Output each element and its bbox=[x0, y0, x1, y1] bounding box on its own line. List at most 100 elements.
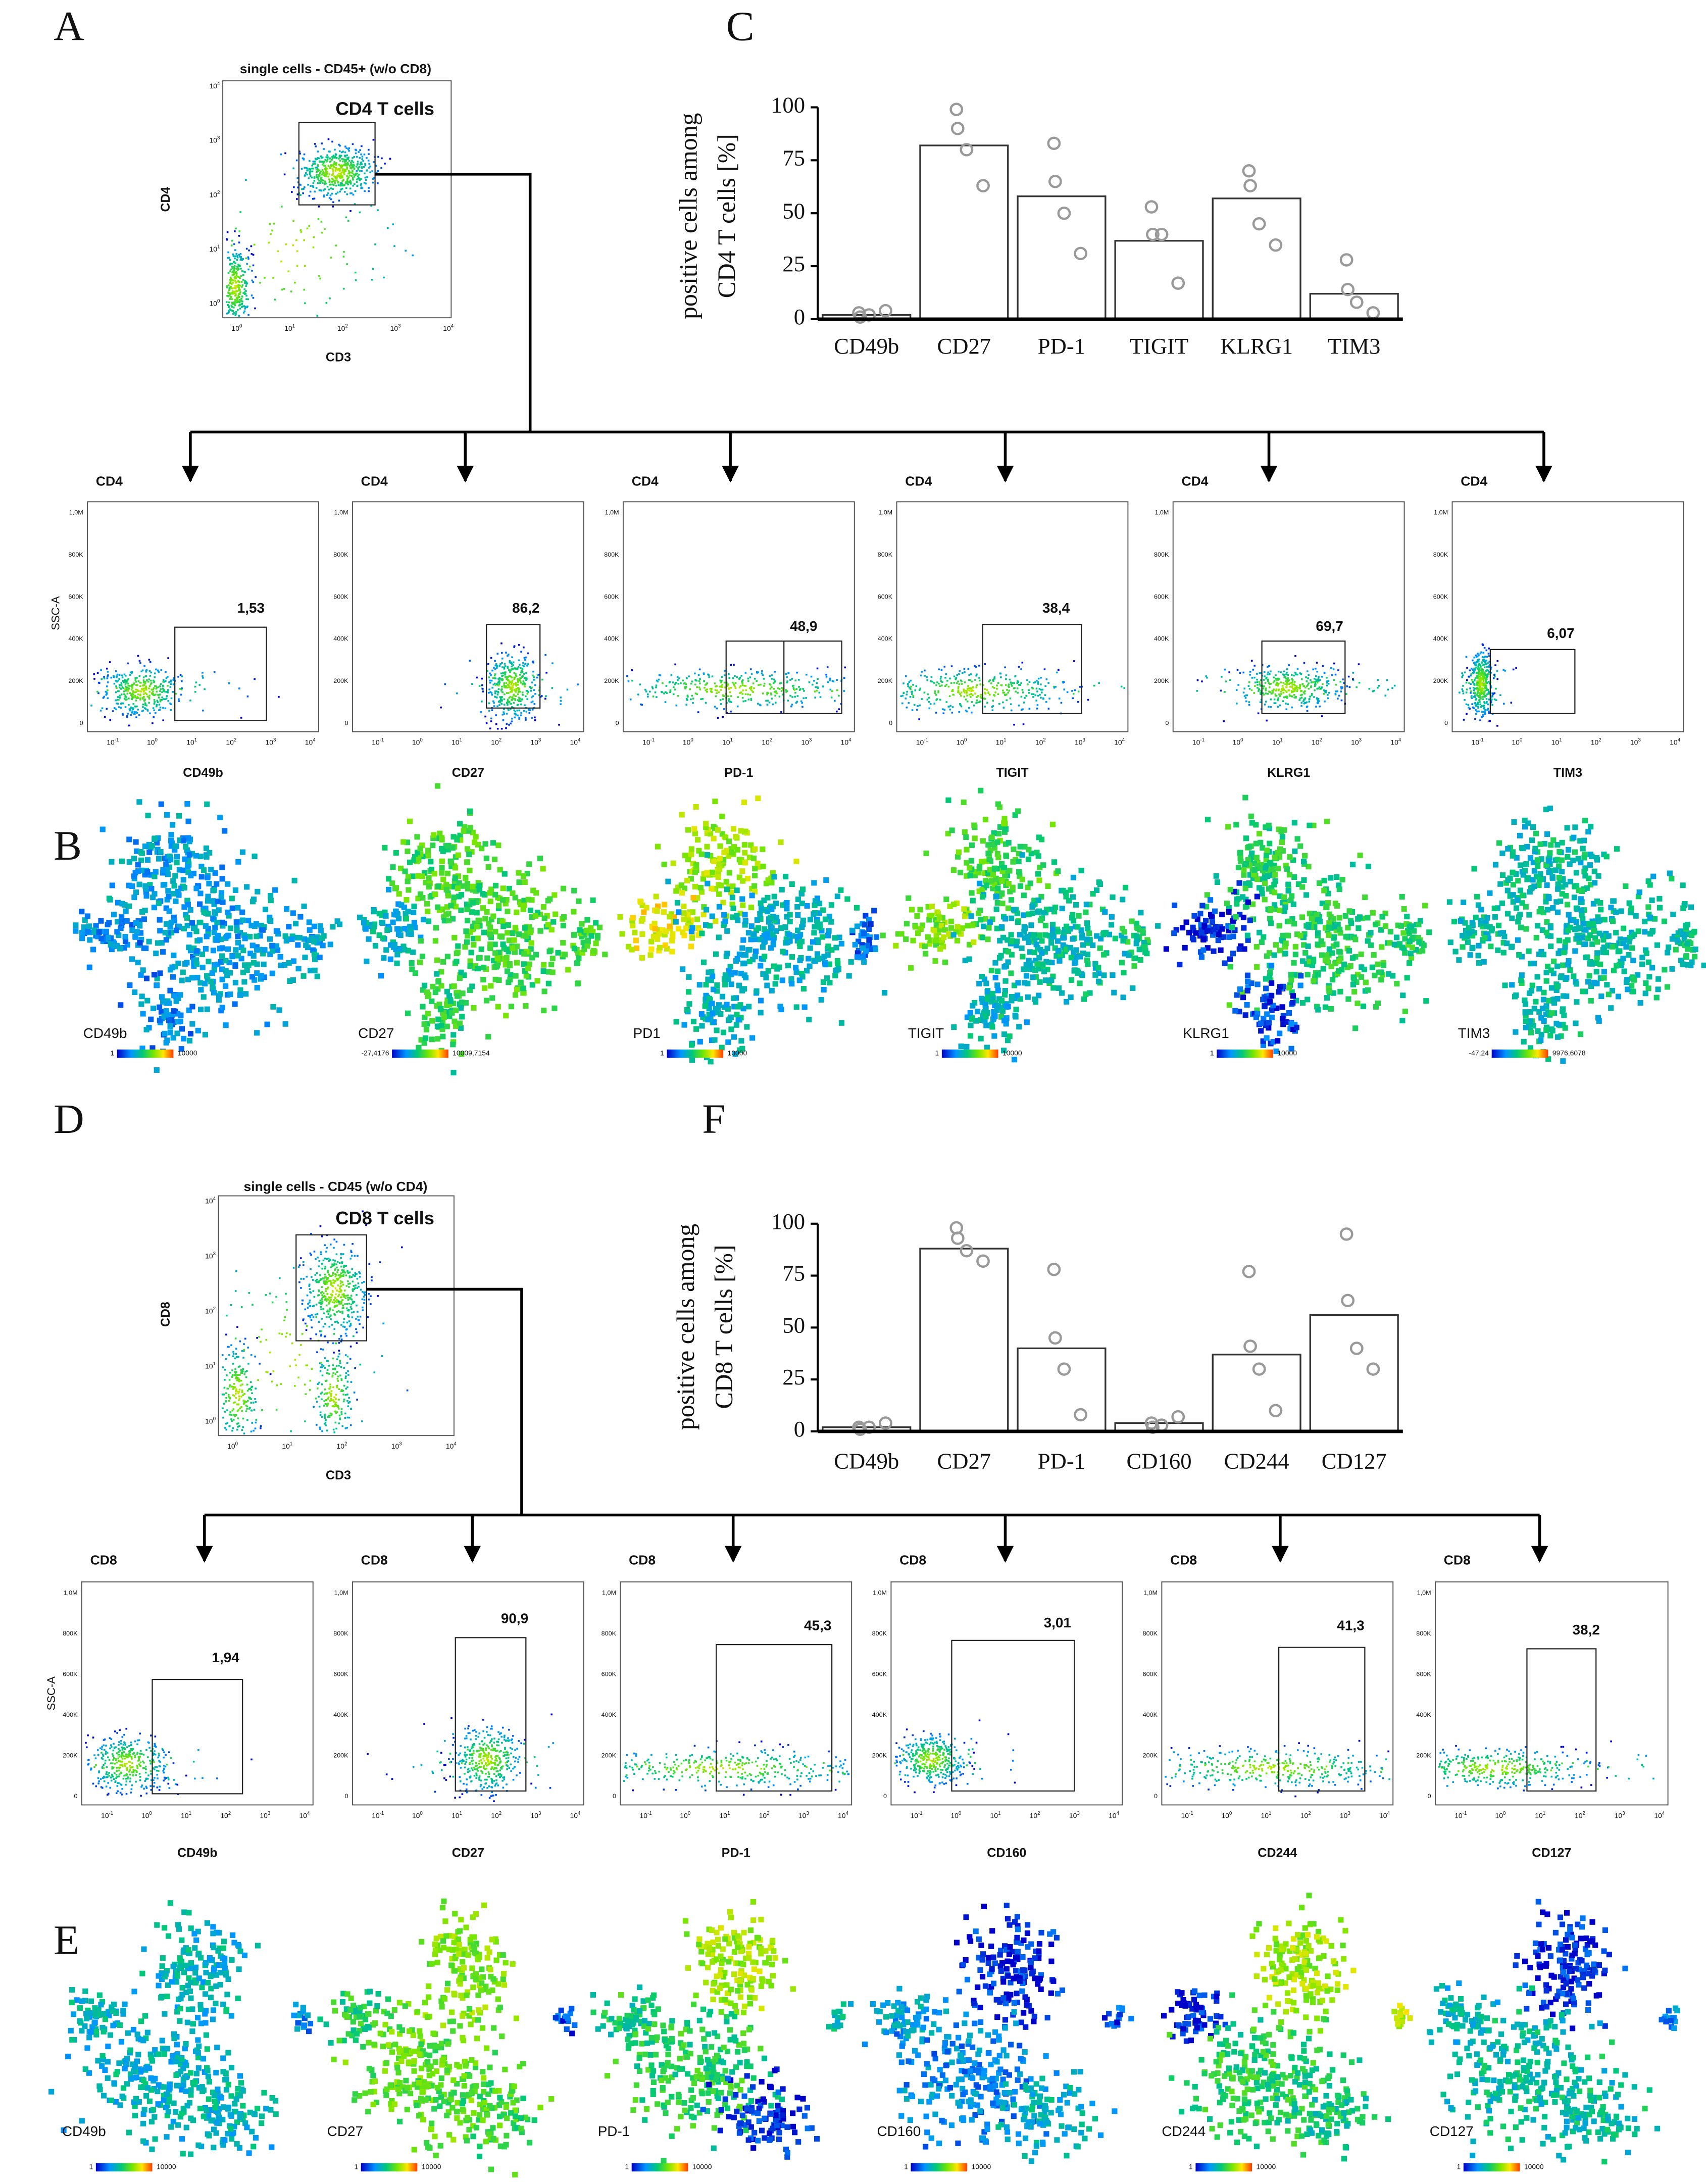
event-dot bbox=[317, 157, 319, 159]
event-dot bbox=[457, 1762, 460, 1764]
event-dot bbox=[235, 1388, 237, 1391]
event-dot bbox=[519, 698, 521, 700]
event-dot bbox=[1465, 656, 1468, 658]
event-dot bbox=[333, 1396, 336, 1399]
event-dot bbox=[1487, 681, 1490, 683]
event-dot bbox=[1286, 671, 1288, 674]
event-dot bbox=[503, 704, 506, 706]
event-dot bbox=[505, 652, 507, 654]
event-dot bbox=[313, 180, 316, 182]
event-dot bbox=[309, 1305, 311, 1307]
tick-exponent: 1 bbox=[292, 323, 295, 329]
event-dot bbox=[494, 677, 496, 680]
event-dot bbox=[241, 1389, 243, 1392]
tick-base: 10 bbox=[1035, 738, 1043, 746]
event-dot bbox=[236, 1428, 238, 1431]
event-dot bbox=[169, 686, 172, 688]
tick-base: 10 bbox=[570, 738, 578, 746]
event-dot bbox=[329, 183, 332, 186]
event-dot bbox=[1481, 716, 1483, 718]
event-dot bbox=[521, 671, 524, 673]
event-dot bbox=[504, 673, 506, 676]
event-dot bbox=[1047, 708, 1050, 710]
event-dot bbox=[359, 157, 361, 159]
event-dot bbox=[129, 1769, 131, 1771]
event-dot bbox=[121, 1736, 124, 1738]
event-dot bbox=[240, 256, 242, 258]
event-dot bbox=[335, 157, 338, 159]
event-dot bbox=[325, 167, 327, 170]
event-dot bbox=[333, 1299, 335, 1301]
event-dot bbox=[134, 679, 137, 681]
event-dot bbox=[505, 1751, 507, 1754]
event-dot bbox=[722, 698, 724, 701]
event-dot bbox=[1319, 705, 1321, 708]
event-dot bbox=[318, 1396, 320, 1398]
event-dot bbox=[377, 182, 379, 184]
event-dot bbox=[361, 1420, 363, 1422]
event-dot bbox=[1283, 696, 1285, 699]
event-dot bbox=[495, 723, 497, 725]
event-dot bbox=[520, 651, 522, 653]
event-dot bbox=[1472, 669, 1474, 671]
event-dot bbox=[159, 709, 161, 711]
event-dot bbox=[631, 669, 633, 671]
event-dot bbox=[480, 1759, 482, 1761]
event-dot bbox=[677, 682, 680, 685]
event-dot bbox=[1281, 688, 1283, 690]
event-dot bbox=[497, 684, 500, 686]
event-dot bbox=[1269, 673, 1271, 675]
event-dot bbox=[1035, 687, 1038, 690]
event-dot bbox=[1293, 681, 1296, 683]
event-dot bbox=[300, 231, 303, 233]
event-dot bbox=[405, 250, 407, 252]
event-dot bbox=[440, 706, 442, 709]
event-dot bbox=[346, 1426, 348, 1429]
event-dot bbox=[996, 687, 998, 690]
event-dot bbox=[340, 1253, 342, 1256]
event-dot bbox=[1259, 701, 1262, 704]
event-dot bbox=[336, 1384, 338, 1387]
event-dot bbox=[720, 685, 722, 687]
event-dot bbox=[540, 695, 543, 697]
event-dot bbox=[522, 664, 524, 667]
event-dot bbox=[1005, 674, 1008, 676]
event-dot bbox=[1123, 687, 1126, 689]
event-dot bbox=[1003, 691, 1006, 694]
event-dot bbox=[1475, 672, 1478, 674]
event-dot bbox=[328, 181, 331, 183]
event-dot bbox=[96, 672, 99, 674]
event-dot bbox=[228, 1425, 231, 1427]
event-dot bbox=[315, 1333, 317, 1335]
event-dot bbox=[327, 1416, 329, 1418]
event-dot bbox=[355, 1273, 357, 1275]
event-dot bbox=[232, 253, 234, 256]
event-dot bbox=[316, 315, 319, 317]
event-dot bbox=[121, 676, 124, 679]
event-dot bbox=[239, 291, 241, 293]
event-dot bbox=[1481, 711, 1483, 713]
event-dot bbox=[154, 676, 156, 678]
event-dot bbox=[970, 690, 973, 692]
event-dot bbox=[362, 1309, 364, 1311]
event-dot bbox=[341, 1425, 344, 1427]
event-dot bbox=[234, 1386, 236, 1388]
event-dot bbox=[508, 669, 510, 671]
event-dot bbox=[127, 1754, 129, 1756]
event-dot bbox=[337, 1406, 339, 1408]
event-dot bbox=[829, 688, 832, 691]
ssc-tick-label: 1,0M bbox=[64, 1589, 78, 1596]
event-dot bbox=[328, 1316, 330, 1318]
tick-exponent: 3 bbox=[1359, 737, 1362, 743]
event-dot bbox=[139, 1750, 142, 1752]
event-dot bbox=[1256, 673, 1258, 675]
event-dot bbox=[1474, 696, 1477, 699]
event-dot bbox=[368, 153, 370, 155]
event-dot bbox=[346, 178, 348, 180]
event-dot bbox=[959, 670, 961, 672]
event-dot bbox=[350, 1381, 353, 1383]
event-dot bbox=[772, 703, 774, 706]
ssc-tick-label: 600K bbox=[68, 593, 83, 600]
event-dot bbox=[1465, 691, 1468, 693]
